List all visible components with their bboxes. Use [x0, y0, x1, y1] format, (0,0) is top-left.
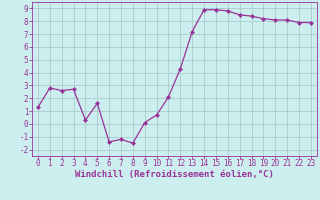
X-axis label: Windchill (Refroidissement éolien,°C): Windchill (Refroidissement éolien,°C) — [75, 170, 274, 179]
